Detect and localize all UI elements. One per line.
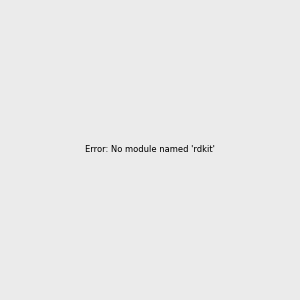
Text: Error: No module named 'rdkit': Error: No module named 'rdkit' (85, 146, 215, 154)
